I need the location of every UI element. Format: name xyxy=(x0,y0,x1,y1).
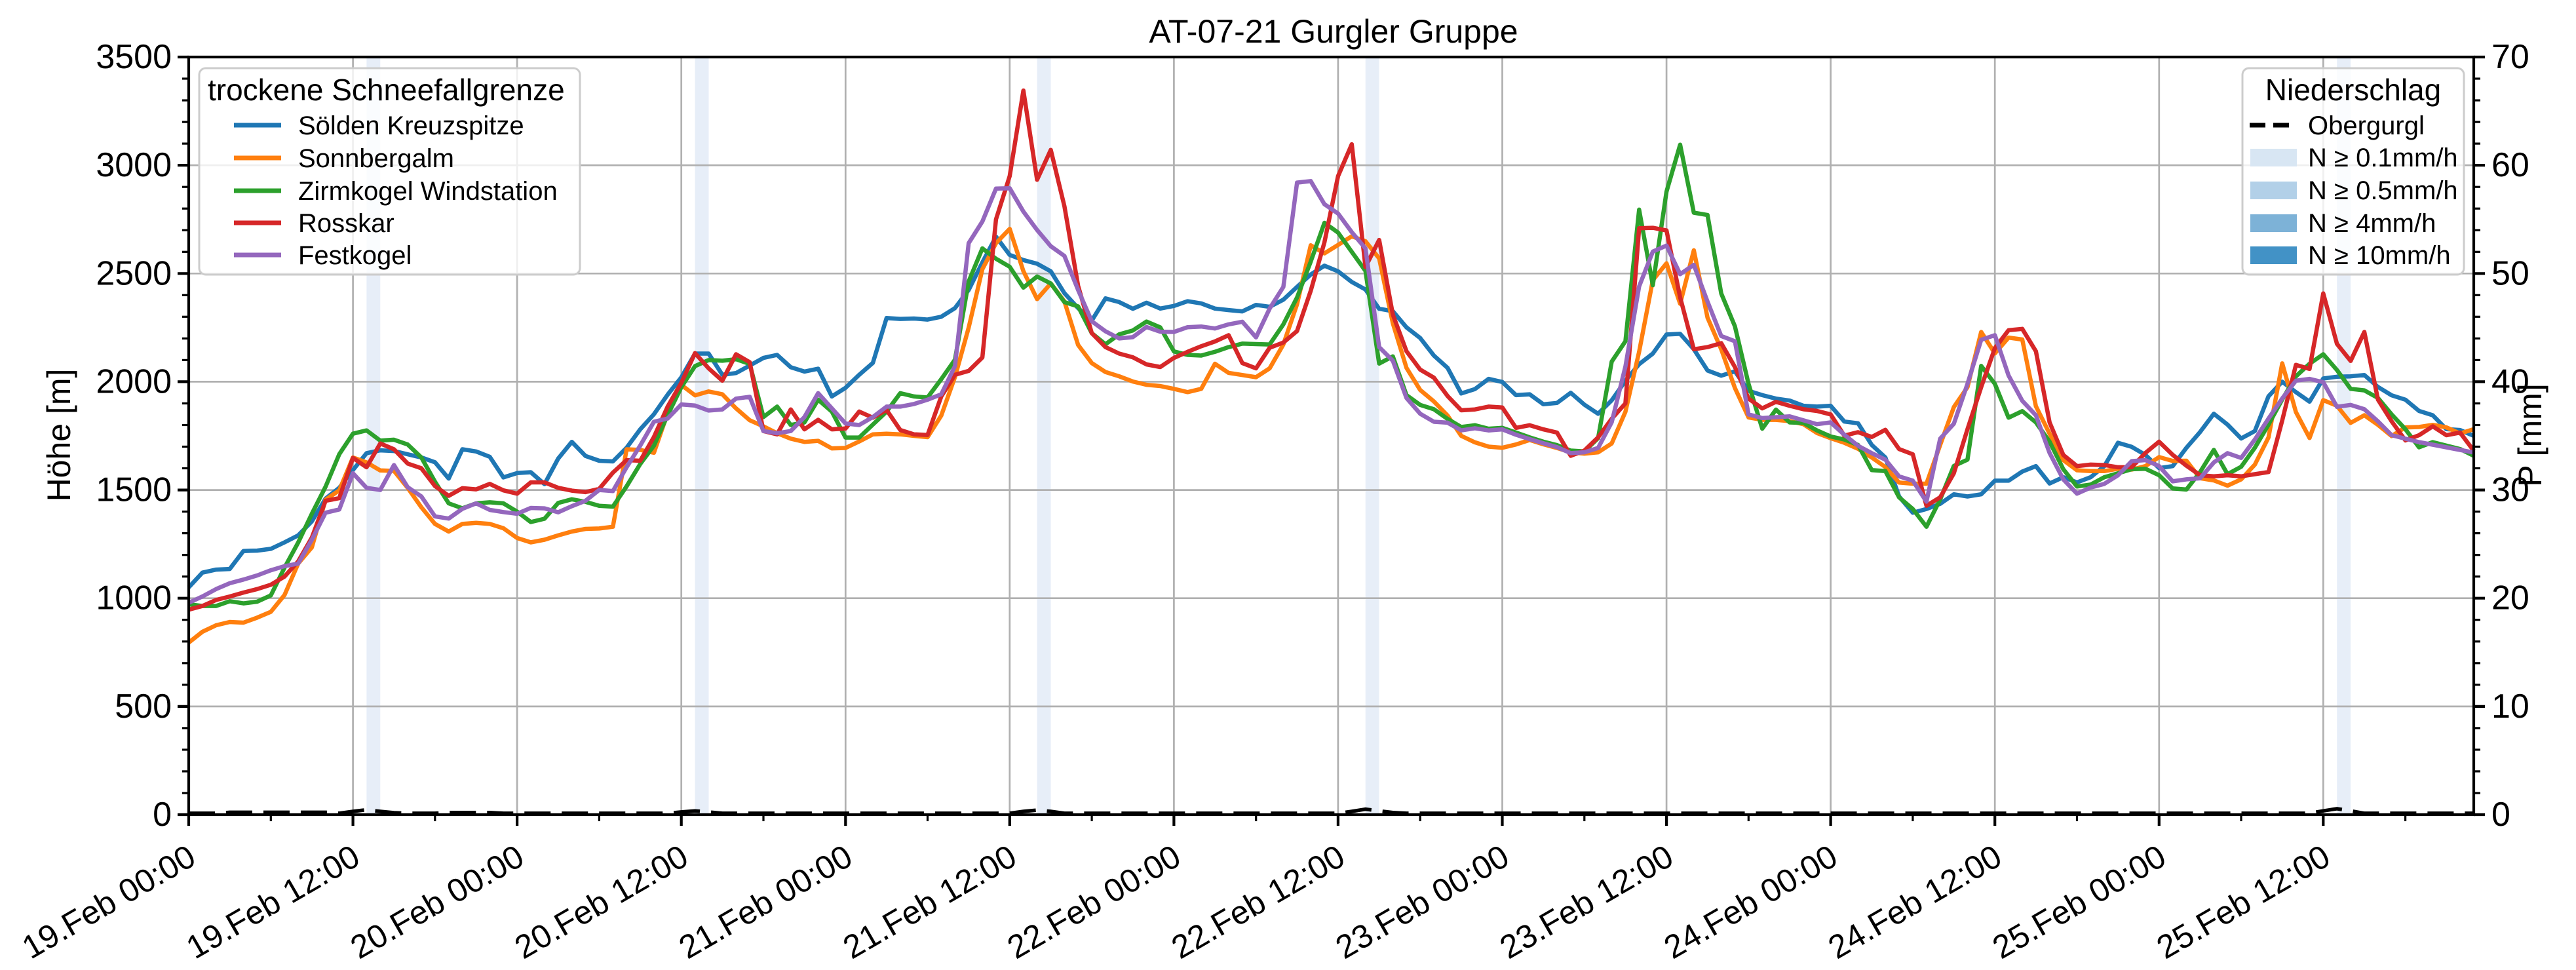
svg-text:40: 40 xyxy=(2491,362,2529,400)
svg-text:2000: 2000 xyxy=(96,362,172,400)
svg-text:50: 50 xyxy=(2491,254,2529,292)
svg-text:N ≥ 0.1mm/h: N ≥ 0.1mm/h xyxy=(2308,144,2458,172)
svg-text:Sonnbergalm: Sonnbergalm xyxy=(298,144,454,173)
svg-text:1000: 1000 xyxy=(96,579,172,617)
svg-text:60: 60 xyxy=(2491,146,2529,184)
svg-text:Höhe [m]: Höhe [m] xyxy=(41,369,77,502)
svg-text:70: 70 xyxy=(2491,38,2529,76)
svg-text:500: 500 xyxy=(115,688,172,726)
svg-text:AT-07-21 Gurgler Gruppe: AT-07-21 Gurgler Gruppe xyxy=(1149,13,1518,50)
svg-text:trockene Schneefallgrenze: trockene Schneefallgrenze xyxy=(208,73,565,107)
svg-text:3500: 3500 xyxy=(96,38,172,76)
svg-text:N ≥ 4mm/h: N ≥ 4mm/h xyxy=(2308,209,2436,238)
svg-text:0: 0 xyxy=(153,796,172,834)
svg-text:Sölden Kreuzspitze: Sölden Kreuzspitze xyxy=(298,111,524,140)
svg-text:30: 30 xyxy=(2491,471,2529,509)
svg-text:Obergurgl: Obergurgl xyxy=(2308,111,2425,140)
svg-text:0: 0 xyxy=(2491,796,2510,834)
svg-text:N ≥ 0.5mm/h: N ≥ 0.5mm/h xyxy=(2308,176,2458,205)
svg-text:Niederschlag: Niederschlag xyxy=(2265,73,2441,107)
svg-text:Zirmkogel Windstation: Zirmkogel Windstation xyxy=(298,177,558,206)
svg-text:Rosskar: Rosskar xyxy=(298,209,394,238)
svg-text:20: 20 xyxy=(2491,579,2529,617)
svg-text:3000: 3000 xyxy=(96,146,172,184)
svg-text:10: 10 xyxy=(2491,688,2529,726)
svg-text:P [mm]: P [mm] xyxy=(2512,383,2548,486)
svg-text:N ≥ 10mm/h: N ≥ 10mm/h xyxy=(2308,241,2451,270)
svg-text:1500: 1500 xyxy=(96,471,172,509)
svg-text:Festkogel: Festkogel xyxy=(298,241,412,270)
svg-text:2500: 2500 xyxy=(96,254,172,292)
